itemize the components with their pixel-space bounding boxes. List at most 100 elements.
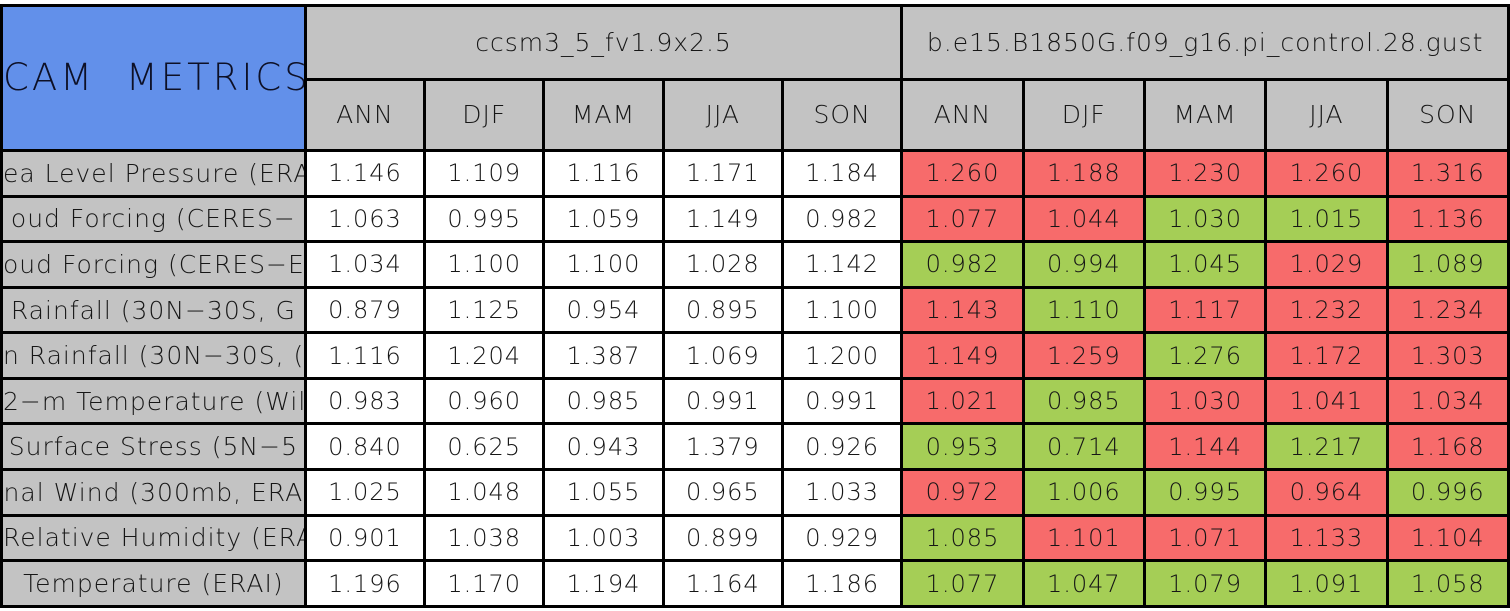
metric-row-label: ea Level Pressure (ERA (0, 148, 307, 198)
season-header-cell: DJF (423, 77, 546, 152)
season-header-cell: MAM (1142, 77, 1268, 152)
metric-value-cell: 0.985 (542, 376, 665, 426)
model2-header: b.e15.B1850G.f09_g16.pi_control.28.gust (900, 4, 1510, 81)
metric-value-cell: 0.943 (542, 422, 665, 472)
metric-value-cell: 1.196 (303, 559, 427, 608)
metric-value-cell: 1.077 (900, 194, 1025, 244)
metric-value-cell: 1.059 (542, 194, 665, 244)
metric-value-cell: 1.044 (1021, 194, 1146, 244)
metric-value-cell: 0.995 (1142, 468, 1268, 517)
metric-value-cell: 0.991 (780, 376, 904, 426)
metric-row-label: oud Forcing (CERES−E (0, 240, 307, 289)
metric-row-label: Surface Stress (5N−5 (0, 422, 307, 472)
metric-value-cell: 1.276 (1142, 331, 1268, 380)
metric-value-cell: 1.116 (303, 331, 427, 380)
metric-value-cell: 1.100 (423, 240, 546, 289)
metric-value-cell: 1.058 (1385, 559, 1510, 608)
metric-value-cell: 0.994 (1021, 240, 1146, 289)
metric-value-cell: 0.899 (661, 513, 784, 563)
metric-value-cell: 0.964 (1264, 468, 1389, 517)
metric-value-cell: 1.260 (900, 148, 1025, 198)
table-title: CAM METRICS (0, 4, 307, 152)
metric-value-cell: 1.063 (303, 194, 427, 244)
metric-value-cell: 1.200 (780, 331, 904, 380)
metric-value-cell: 1.143 (900, 285, 1025, 335)
metric-value-cell: 0.714 (1021, 422, 1146, 472)
metric-value-cell: 0.985 (1021, 376, 1146, 426)
metric-value-cell: 1.146 (303, 148, 427, 198)
table-row: oud Forcing (CERES− 1.063 0.995 1.059 1.… (0, 194, 1510, 244)
metric-value-cell: 1.184 (780, 148, 904, 198)
metric-value-cell: 1.030 (1142, 376, 1268, 426)
metric-row-label: Rainfall (30N−30S, G (0, 285, 307, 335)
metric-value-cell: 1.089 (1385, 240, 1510, 289)
table-row: CAM METRICS ccsm3_5_fv1.9x2.5 b.e15.B185… (0, 4, 1510, 152)
metric-value-cell: 1.104 (1385, 513, 1510, 563)
metric-row-label: 2−m Temperature (Wil (0, 376, 307, 426)
season-header-cell: JJA (661, 77, 784, 152)
metric-value-cell: 1.055 (542, 468, 665, 517)
season-header-cell: MAM (542, 77, 665, 152)
metric-row-label: oud Forcing (CERES− (0, 194, 307, 244)
metric-value-cell: 1.047 (1021, 559, 1146, 608)
metric-value-cell: 1.387 (542, 331, 665, 380)
metric-value-cell: 1.041 (1264, 376, 1389, 426)
metric-row-label: nal Wind (300mb, ERA (0, 468, 307, 517)
metric-value-cell: 1.133 (1264, 513, 1389, 563)
metric-value-cell: 0.982 (780, 194, 904, 244)
metric-value-cell: 1.234 (1385, 285, 1510, 335)
model1-header: ccsm3_5_fv1.9x2.5 (303, 4, 904, 81)
metric-value-cell: 1.033 (780, 468, 904, 517)
table-row: n Rainfall (30N−30S, ( 1.116 1.204 1.387… (0, 331, 1510, 380)
metric-value-cell: 0.953 (900, 422, 1025, 472)
metric-value-cell: 1.170 (423, 559, 546, 608)
table-row: oud Forcing (CERES−E 1.034 1.100 1.100 1… (0, 240, 1510, 289)
table-row: ea Level Pressure (ERA 1.146 1.109 1.116… (0, 148, 1510, 198)
metric-value-cell: 1.303 (1385, 331, 1510, 380)
metric-value-cell: 1.260 (1264, 148, 1389, 198)
metric-value-cell: 1.003 (542, 513, 665, 563)
metric-value-cell: 1.045 (1142, 240, 1268, 289)
metric-value-cell: 1.144 (1142, 422, 1268, 472)
metric-value-cell: 1.028 (661, 240, 784, 289)
metric-value-cell: 1.259 (1021, 331, 1146, 380)
metric-value-cell: 0.965 (661, 468, 784, 517)
metric-value-cell: 1.125 (423, 285, 546, 335)
metric-value-cell: 0.960 (423, 376, 546, 426)
metric-value-cell: 1.149 (900, 331, 1025, 380)
table-row: Relative Humidity (ERAI 0.901 1.038 1.00… (0, 513, 1510, 563)
metric-value-cell: 1.100 (780, 285, 904, 335)
metric-value-cell: 1.188 (1021, 148, 1146, 198)
metric-value-cell: 1.164 (661, 559, 784, 608)
metric-value-cell: 0.895 (661, 285, 784, 335)
metric-value-cell: 1.077 (900, 559, 1025, 608)
metric-value-cell: 1.204 (423, 331, 546, 380)
table-row: Surface Stress (5N−5 0.840 0.625 0.943 1… (0, 422, 1510, 472)
metric-value-cell: 0.995 (423, 194, 546, 244)
metric-value-cell: 1.029 (1264, 240, 1389, 289)
metric-value-cell: 0.929 (780, 513, 904, 563)
metric-value-cell: 1.030 (1142, 194, 1268, 244)
season-header-cell: DJF (1021, 77, 1146, 152)
metric-value-cell: 1.048 (423, 468, 546, 517)
metric-value-cell: 0.991 (661, 376, 784, 426)
metric-value-cell: 1.149 (661, 194, 784, 244)
metric-value-cell: 0.926 (780, 422, 904, 472)
metric-value-cell: 1.232 (1264, 285, 1389, 335)
metric-row-label: n Rainfall (30N−30S, ( (0, 331, 307, 380)
metric-value-cell: 1.100 (542, 240, 665, 289)
metric-value-cell: 1.110 (1021, 285, 1146, 335)
metric-value-cell: 1.034 (303, 240, 427, 289)
metric-value-cell: 1.038 (423, 513, 546, 563)
metric-row-label: Temperature (ERAI) (0, 559, 307, 608)
table-row: Rainfall (30N−30S, G 0.879 1.125 0.954 0… (0, 285, 1510, 335)
metric-value-cell: 0.840 (303, 422, 427, 472)
season-header-cell: ANN (900, 77, 1025, 152)
cam-metrics-table: CAM METRICS ccsm3_5_fv1.9x2.5 b.e15.B185… (0, 4, 1510, 608)
metric-value-cell: 0.996 (1385, 468, 1510, 517)
metric-value-cell: 1.069 (661, 331, 784, 380)
metric-value-cell: 1.230 (1142, 148, 1268, 198)
metric-value-cell: 1.142 (780, 240, 904, 289)
metric-value-cell: 0.901 (303, 513, 427, 563)
metric-value-cell: 1.091 (1264, 559, 1389, 608)
